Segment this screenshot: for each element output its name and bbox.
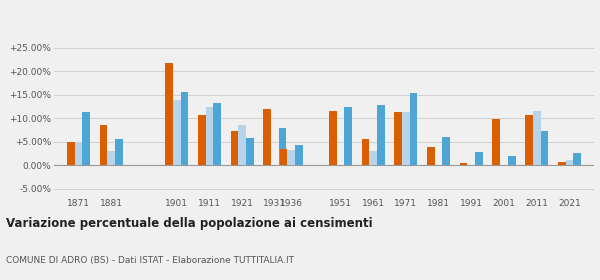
Text: Variazione percentuale della popolazione ai censimenti: Variazione percentuale della popolazione…: [6, 217, 373, 230]
Bar: [115, 139, 123, 165]
Bar: [394, 112, 402, 165]
Bar: [206, 107, 214, 165]
Bar: [246, 138, 254, 165]
Bar: [263, 109, 271, 165]
Bar: [442, 137, 450, 165]
Bar: [533, 111, 541, 165]
Bar: [198, 115, 206, 165]
Bar: [107, 151, 115, 165]
Bar: [460, 163, 467, 165]
Bar: [362, 139, 369, 165]
Bar: [214, 103, 221, 165]
Bar: [67, 142, 74, 165]
Bar: [574, 153, 581, 165]
Bar: [82, 112, 90, 165]
Bar: [410, 94, 418, 165]
Bar: [238, 125, 246, 165]
Bar: [287, 150, 295, 165]
Bar: [369, 151, 377, 165]
Bar: [344, 107, 352, 165]
Bar: [493, 119, 500, 165]
Bar: [508, 157, 515, 165]
Bar: [295, 145, 303, 165]
Bar: [541, 131, 548, 165]
Text: COMUNE DI ADRO (BS) - Dati ISTAT - Elaborazione TUTTITALIA.IT: COMUNE DI ADRO (BS) - Dati ISTAT - Elabo…: [6, 256, 294, 265]
Bar: [558, 162, 566, 165]
Bar: [181, 92, 188, 165]
Bar: [427, 146, 434, 165]
Bar: [230, 131, 238, 165]
Bar: [525, 115, 533, 165]
Bar: [377, 105, 385, 165]
Bar: [173, 100, 181, 165]
Bar: [165, 63, 173, 165]
Bar: [402, 112, 410, 165]
Bar: [280, 149, 287, 165]
Bar: [74, 142, 82, 165]
Bar: [475, 152, 483, 165]
Bar: [329, 111, 337, 165]
Bar: [279, 128, 286, 165]
Bar: [100, 125, 107, 165]
Bar: [566, 160, 574, 165]
